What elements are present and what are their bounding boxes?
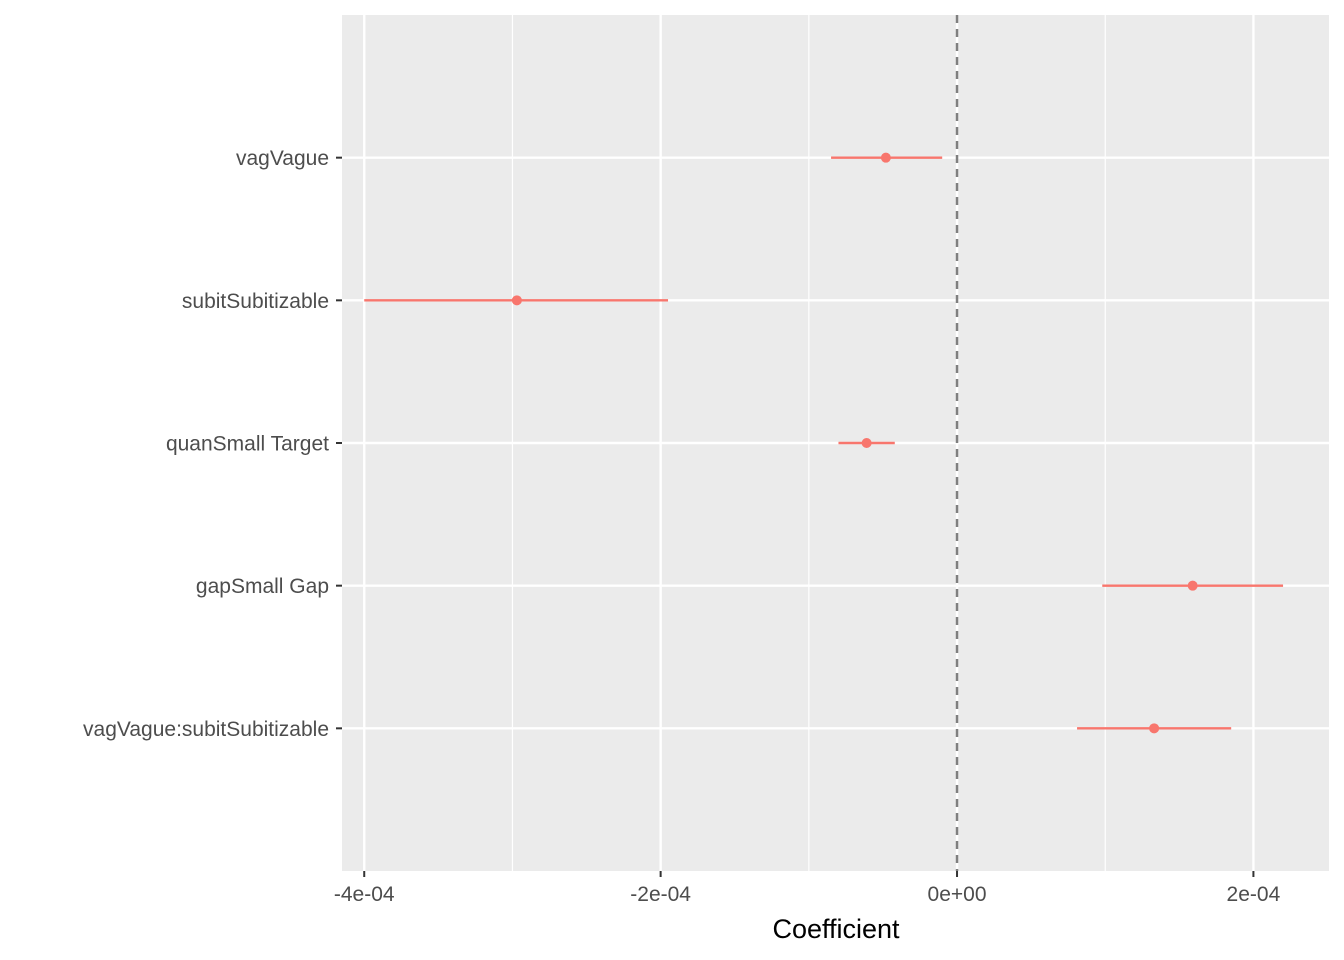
y-tick-label: vagVague:subitSubitizable — [83, 718, 329, 741]
x-tick-label: 0e+00 — [928, 883, 987, 906]
estimate-point — [1149, 723, 1160, 734]
y-tick-label: quanSmall Target — [166, 433, 329, 456]
coefficient-marks — [364, 152, 1284, 734]
x-axis: -4e-04 -2e-04 0e+00 2e-04 — [334, 871, 1281, 906]
estimate-point — [880, 152, 891, 163]
x-axis-title: Coefficient — [772, 914, 900, 944]
y-axis: vagVague subitSubitizable quanSmall Target… — [83, 147, 342, 741]
estimate-point — [861, 438, 872, 448]
estimate-point — [1187, 580, 1198, 591]
x-tick-label: -4e-04 — [334, 883, 395, 906]
y-tick-label: subitSubitizable — [182, 290, 329, 313]
y-tick-label: vagVague — [236, 147, 329, 170]
estimate-point — [511, 295, 522, 306]
x-tick-label: -2e-04 — [630, 883, 691, 906]
x-tick-label: 2e-04 — [1227, 883, 1281, 906]
y-tick-label: gapSmall Gap — [196, 575, 329, 598]
